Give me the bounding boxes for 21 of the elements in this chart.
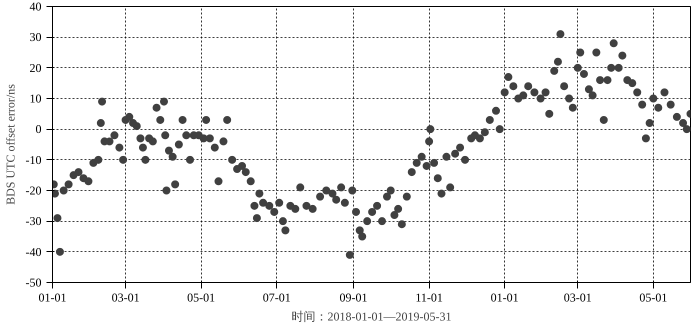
y-tick-label: -40 (26, 244, 42, 259)
x-tick-label: 09-01 (340, 290, 368, 304)
x-tick-label: 05-01 (639, 290, 668, 304)
x-tick-label: 11-01 (415, 290, 443, 304)
y-tick-label: -30 (26, 214, 42, 228)
x-tick-label: 03-01 (112, 290, 140, 304)
x-tick-label: 03-01 (564, 290, 592, 304)
y-tick-label: 10 (30, 92, 42, 106)
y-tick-label: -20 (26, 184, 42, 198)
x-tick-label: 05-01 (187, 290, 216, 304)
y-tick-label: -10 (26, 152, 42, 167)
x-tick-label: 01-01 (490, 290, 519, 304)
y-tick-label: 40 (30, 0, 42, 14)
y-tick-label: 20 (30, 60, 42, 75)
x-axis-title: 时间：2018-01-01—2019-05-31 (292, 310, 452, 324)
y-tick-label: 0 (36, 122, 42, 136)
y-tick-label: 30 (30, 30, 42, 44)
x-tick-label: 07-01 (262, 290, 291, 304)
y-tick-label: -50 (26, 276, 42, 290)
y-axis-title: BDS UTC offset error/ns (4, 84, 18, 205)
x-tick-label: 01-01 (38, 290, 66, 304)
